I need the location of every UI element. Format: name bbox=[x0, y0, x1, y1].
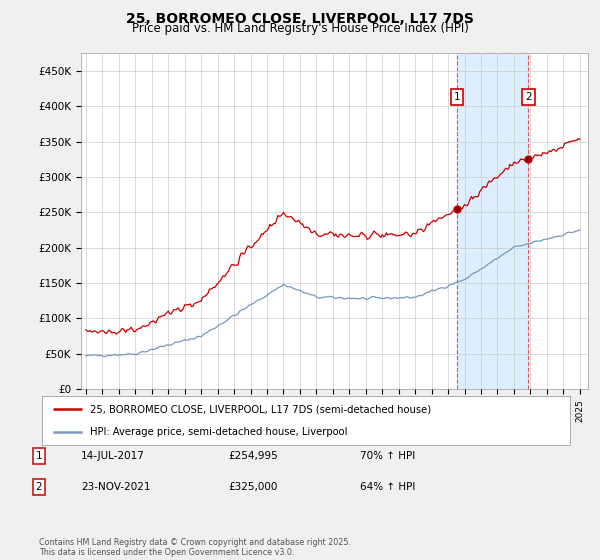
Text: 2: 2 bbox=[525, 92, 532, 102]
Text: 64% ↑ HPI: 64% ↑ HPI bbox=[360, 482, 415, 492]
Text: 14-JUL-2017: 14-JUL-2017 bbox=[81, 451, 145, 461]
Text: 25, BORROMEO CLOSE, LIVERPOOL, L17 7DS: 25, BORROMEO CLOSE, LIVERPOOL, L17 7DS bbox=[126, 12, 474, 26]
Text: 1: 1 bbox=[454, 92, 460, 102]
Text: 2: 2 bbox=[35, 482, 43, 492]
Text: £254,995: £254,995 bbox=[228, 451, 278, 461]
Text: 25, BORROMEO CLOSE, LIVERPOOL, L17 7DS (semi-detached house): 25, BORROMEO CLOSE, LIVERPOOL, L17 7DS (… bbox=[89, 404, 431, 414]
Text: HPI: Average price, semi-detached house, Liverpool: HPI: Average price, semi-detached house,… bbox=[89, 427, 347, 437]
Text: Price paid vs. HM Land Registry's House Price Index (HPI): Price paid vs. HM Land Registry's House … bbox=[131, 22, 469, 35]
Text: 1: 1 bbox=[35, 451, 43, 461]
Text: Contains HM Land Registry data © Crown copyright and database right 2025.
This d: Contains HM Land Registry data © Crown c… bbox=[39, 538, 351, 557]
Text: £325,000: £325,000 bbox=[228, 482, 277, 492]
Text: 23-NOV-2021: 23-NOV-2021 bbox=[81, 482, 151, 492]
Bar bbox=[457, 53, 529, 389]
Text: 70% ↑ HPI: 70% ↑ HPI bbox=[360, 451, 415, 461]
